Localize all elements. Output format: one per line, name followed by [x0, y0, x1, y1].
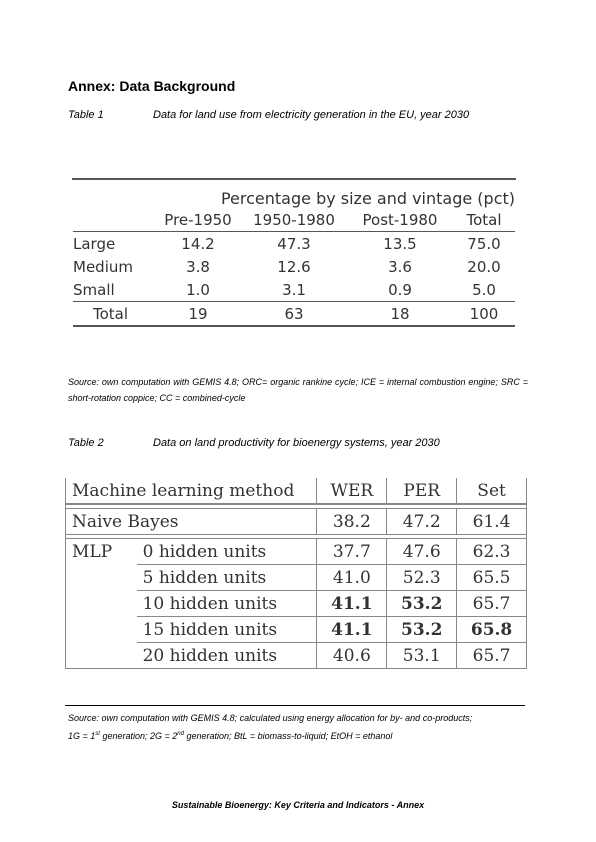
cell: 14.2: [155, 231, 241, 255]
table1-col-head: Pre-1950: [164, 210, 232, 229]
table-row: Naive Bayes 38.2 47.2 61.4: [65, 508, 527, 535]
cell: 41.1: [316, 616, 387, 643]
row-method: 5 hidden units: [136, 564, 317, 591]
cell: 3.8: [186, 257, 210, 276]
cell: 12.6: [277, 257, 311, 276]
table2-col-head: WER: [316, 478, 387, 505]
cell: 3.6: [388, 257, 412, 276]
row-group: MLP: [72, 541, 113, 562]
cell: 63: [241, 301, 347, 327]
table1-caption: Data for land use from electricity gener…: [153, 109, 470, 121]
cell: 100: [453, 301, 515, 327]
cell: 62.3: [456, 538, 527, 565]
row-name: Large: [73, 231, 155, 255]
cell: 65.7: [456, 642, 527, 669]
table2-col-head: PER: [386, 478, 457, 505]
table-row: Small 1.0 3.1 0.9 5.0: [73, 278, 515, 302]
cell: 65.8: [456, 616, 527, 643]
row-name: Small: [73, 280, 115, 299]
cell: 18: [347, 301, 453, 327]
table1-image: Percentage by size and vintage (pct) Pre…: [67, 132, 529, 368]
table-row: 20 hidden units 40.6 53.1 65.7: [65, 642, 527, 669]
cell: 75.0: [453, 231, 515, 255]
cell: 47.6: [386, 538, 457, 565]
table1-label: Table 1: [68, 109, 104, 121]
cell: 19: [155, 301, 241, 327]
row-method: 15 hidden units: [136, 616, 317, 643]
table-row: 15 hidden units 41.1 53.2 65.8: [66, 616, 527, 643]
table-row: MLP 0 hidden units 37.7 47.6 62.3: [66, 538, 527, 565]
table1-col-head: Post-1980: [362, 210, 438, 229]
row-method: 10 hidden units: [136, 590, 317, 617]
source-text: generation; 2G = 2: [99, 731, 178, 741]
cell: 41.0: [316, 564, 387, 591]
cell: 0.9: [388, 280, 412, 299]
table-row: 5 hidden units 41.0 52.3 65.5: [66, 564, 527, 591]
table2-caption: Data on land productivity for bioenergy …: [153, 437, 440, 449]
cell: 1.0: [186, 280, 210, 299]
table2: Machine learning method WER PER Set Naiv…: [65, 478, 527, 669]
cell: 38.2: [316, 508, 387, 535]
cell: 13.5: [347, 231, 453, 255]
cell: 65.5: [456, 564, 527, 591]
table2-col-head: Machine learning method: [65, 478, 317, 505]
table2-source: Source: own computation with GEMIS 4.8; …: [68, 710, 528, 744]
cell: 53.1: [386, 642, 457, 669]
row-group: Naive Bayes: [65, 508, 317, 535]
row-name: Total: [73, 301, 155, 327]
cell: 41.1: [316, 590, 387, 617]
row-name: Medium: [73, 257, 133, 276]
table-row: 10 hidden units 41.1 53.2 65.7: [66, 590, 527, 617]
table1: Percentage by size and vintage (pct) Pre…: [73, 178, 515, 327]
row-method: 0 hidden units: [136, 538, 317, 565]
page-footer: Sustainable Bioenergy: Key Criteria and …: [171, 800, 425, 810]
cell: 53.2: [386, 616, 457, 643]
source-text: generation; BtL = biomass-to-liquid; EtO…: [183, 731, 393, 741]
cell: 53.2: [386, 590, 457, 617]
table2-image: Machine learning method WER PER Set Naiv…: [65, 478, 527, 684]
cell: 65.7: [456, 590, 527, 617]
cell: 47.2: [386, 508, 457, 535]
table1-group-header: Percentage by size and vintage (pct): [220, 189, 515, 208]
cell: 40.6: [316, 642, 387, 669]
source-sup: nd: [177, 731, 184, 737]
table1-source: Source: own computation with GEMIS 4.8; …: [68, 377, 528, 403]
cell: 20.0: [467, 257, 501, 276]
cell: 37.7: [316, 538, 387, 565]
annex-title: Annex: Data Background: [68, 78, 236, 94]
table-row: Large 14.2 47.3 13.5 75.0: [73, 231, 515, 255]
cell: 52.3: [386, 564, 457, 591]
table1-col-head: [73, 208, 155, 232]
table2-bottom-rule: [65, 705, 525, 706]
table1-col-head: Total: [466, 210, 502, 229]
table1-top-rule: [72, 178, 516, 180]
cell: 47.3: [241, 231, 347, 255]
source-text: 1G = 1: [68, 731, 96, 741]
table-row-total: Total 19 63 18 100: [73, 301, 515, 327]
source-sup: st: [95, 731, 100, 737]
cell: 5.0: [472, 280, 496, 299]
table-row: Medium 3.8 12.6 3.6 20.0: [73, 255, 515, 278]
table1-col-head: 1950-1980: [253, 210, 335, 229]
row-method: 20 hidden units: [136, 642, 317, 669]
table2-label: Table 2: [68, 437, 104, 449]
cell: 61.4: [456, 508, 527, 535]
table2-source-line1: Source: own computation with GEMIS 4.8; …: [68, 713, 473, 723]
cell: 3.1: [282, 280, 306, 299]
table2-col-head: Set: [456, 478, 527, 505]
